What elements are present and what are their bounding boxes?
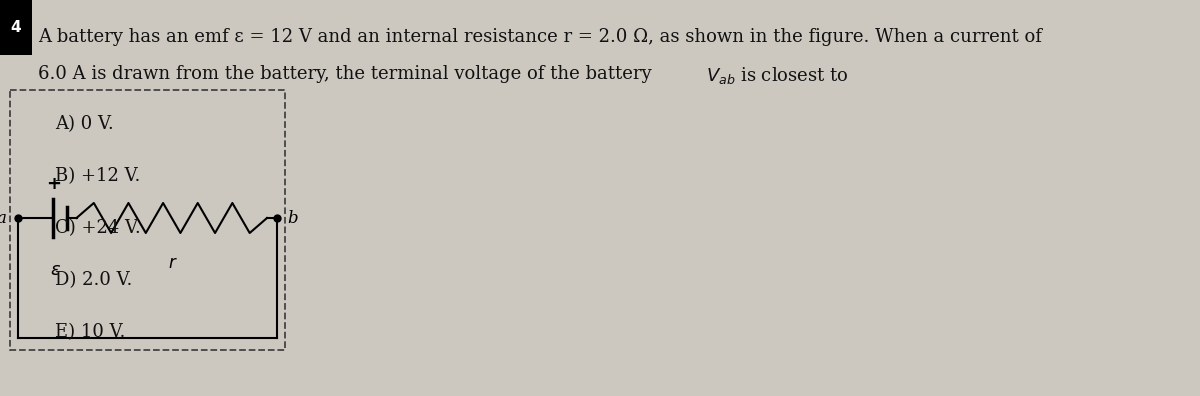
Text: ε: ε [50,261,60,279]
Text: E) 10 V.: E) 10 V. [55,323,125,341]
Text: 6.0 A is drawn from the battery, the terminal voltage of the battery: 6.0 A is drawn from the battery, the ter… [38,65,658,83]
Bar [10,90,286,350]
Text: C) +24 V.: C) +24 V. [55,219,140,237]
Text: r: r [168,254,175,272]
Text: A) 0 V.: A) 0 V. [55,115,114,133]
Text: A battery has an emf ε = 12 V and an internal resistance r = 2.0 Ω, as shown in : A battery has an emf ε = 12 V and an int… [38,28,1042,46]
Text: +: + [46,175,61,193]
Text: 4: 4 [11,20,22,35]
Text: $V_{ab}$ is closest to: $V_{ab}$ is closest to [706,65,848,86]
Text: B) +12 V.: B) +12 V. [55,167,140,185]
Text: D) 2.0 V.: D) 2.0 V. [55,271,132,289]
Polygon shape [0,0,32,55]
Text: b: b [287,209,298,227]
Text: a: a [0,209,6,227]
